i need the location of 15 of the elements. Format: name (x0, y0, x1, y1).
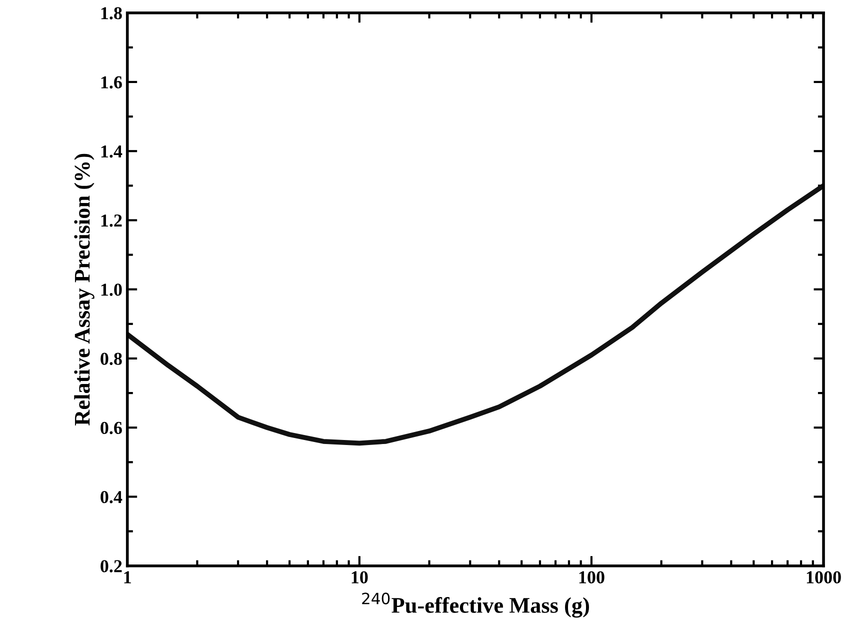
x-axis-title: $^{240}$Pu-effective Mass (g) (362, 592, 589, 618)
y-tick-label: 1.6 (101, 76, 122, 89)
y-tick-label: 1.4 (101, 145, 122, 158)
y-tick-label: 0.6 (100, 422, 122, 434)
x-tick-label: 10 (352, 571, 368, 584)
y-tick-label: 0.8 (100, 352, 122, 365)
x-tick-label: 1 (124, 571, 131, 584)
y-tick-label: 0.2 (100, 560, 122, 572)
x-tick-label: 100 (579, 571, 604, 584)
y-axis-title: Relative Assay Precision (%) (74, 154, 94, 426)
y-tick-label: 1.0 (101, 284, 122, 296)
x-tick-label: 1000 (806, 571, 841, 584)
y-tick-label: 1.2 (101, 214, 122, 227)
y-tick-label: 1.8 (101, 7, 122, 20)
y-tick-label: 0.4 (100, 490, 122, 504)
